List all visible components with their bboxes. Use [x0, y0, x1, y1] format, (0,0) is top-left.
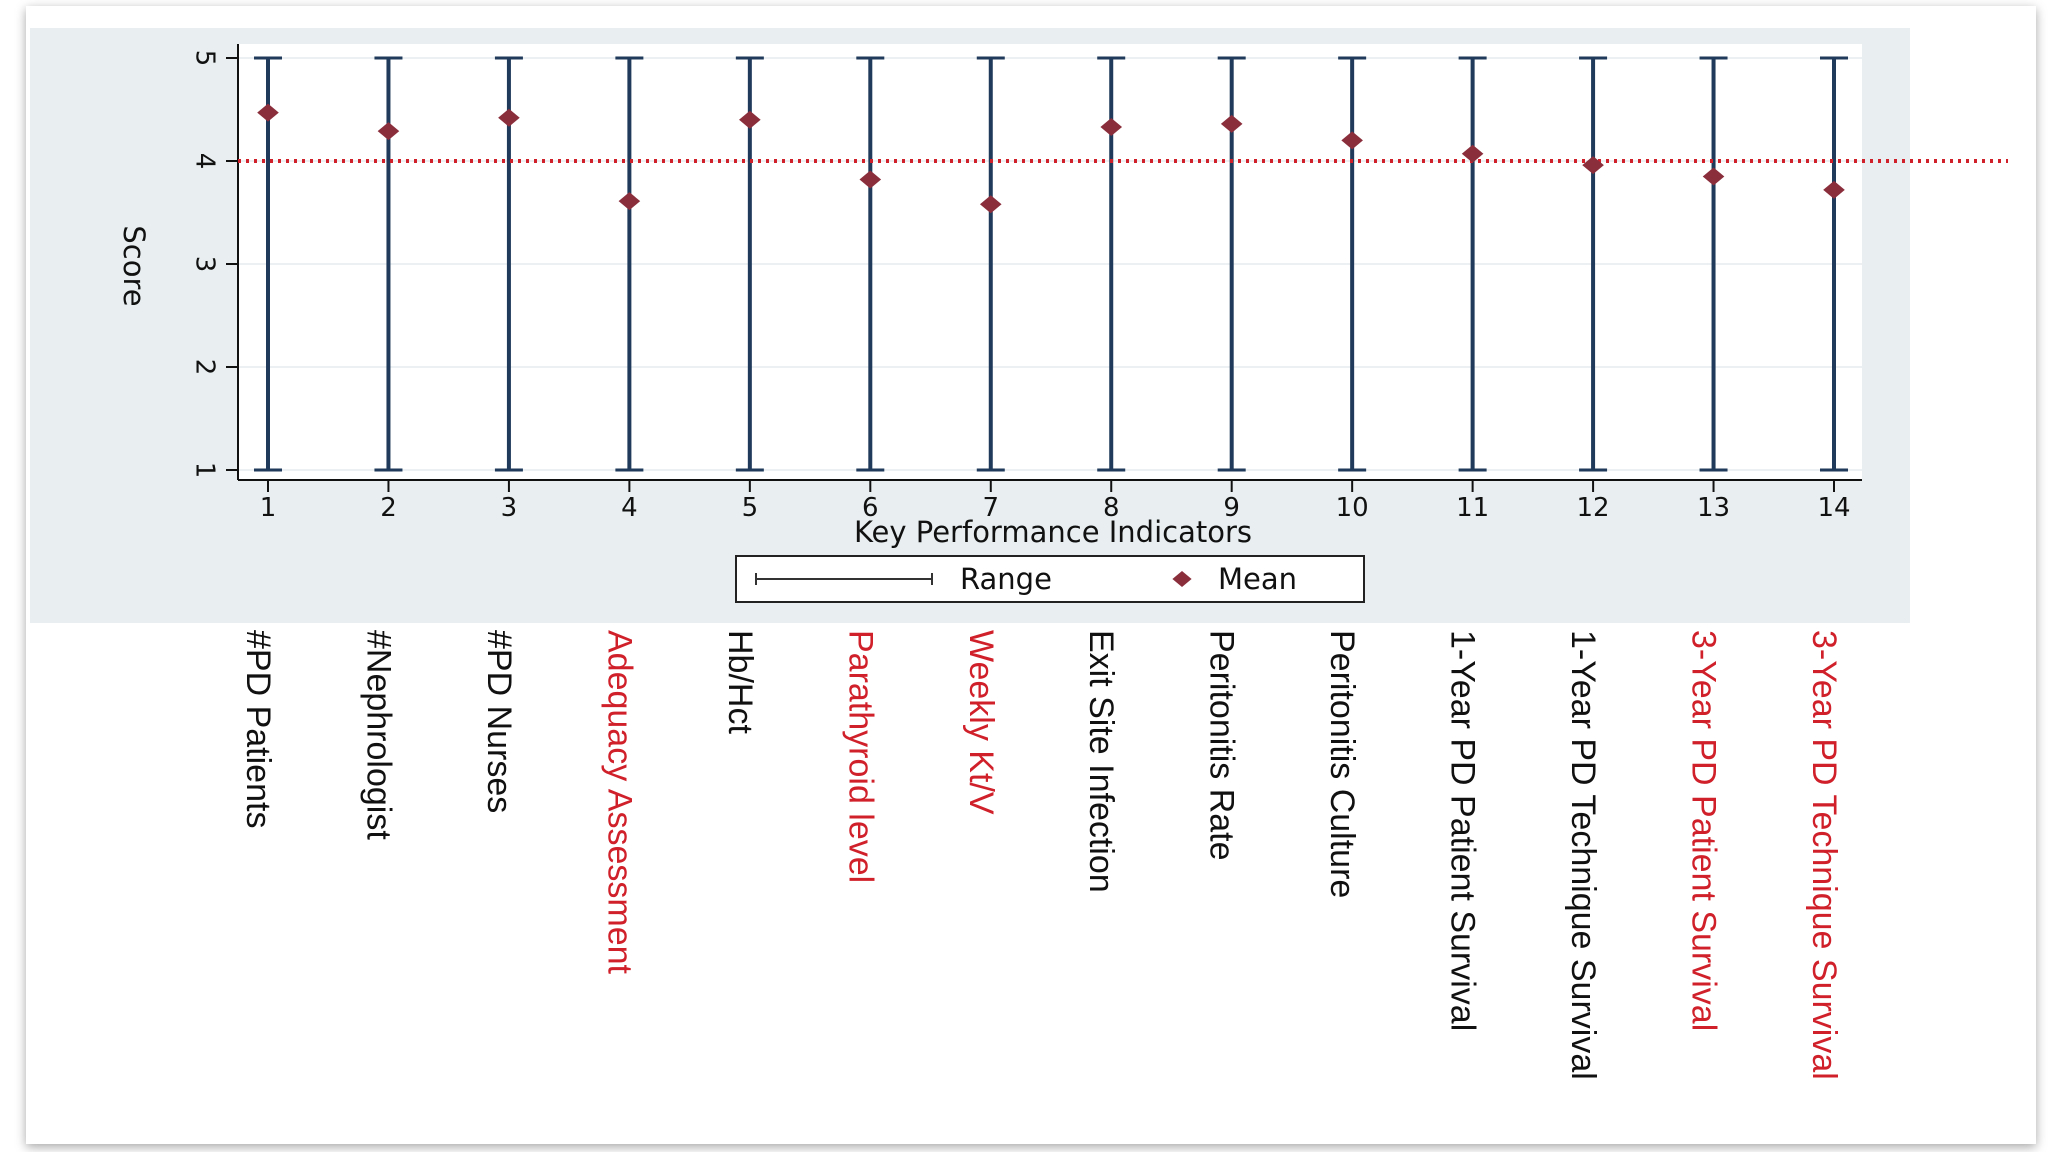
category-label-14: 3-Year PD Technique Survival: [1805, 630, 1843, 1080]
x-tick-label-1: 1: [260, 493, 277, 523]
category-label-8: Exit Site Infection: [1082, 630, 1120, 893]
mean-marker-1: [257, 103, 279, 122]
category-label-12: 1-Year PD Technique Survival: [1564, 630, 1602, 1080]
mean-marker-11: [1461, 144, 1484, 163]
legend-mean-label: Mean: [1218, 562, 1297, 596]
x-tick-label-7: 7: [982, 493, 999, 523]
mean-marker-7: [979, 195, 1002, 214]
x-tick-label-6: 6: [862, 493, 879, 523]
category-label-7: Weekly Kt/V: [962, 630, 1000, 815]
category-label-10: Peritonitis Culture: [1323, 630, 1361, 898]
x-tick-label-2: 2: [380, 493, 397, 523]
category-label-11: 1-Year PD Patient Survival: [1444, 630, 1482, 1031]
category-label-5: Hb/Hct: [721, 630, 759, 734]
mean-marker-2: [377, 122, 400, 141]
x-axis-title: Key Performance Indicators: [854, 515, 1252, 549]
mean-marker-8: [1100, 118, 1123, 137]
mean-marker-4: [618, 192, 641, 211]
category-label-9: Peritonitis Rate: [1203, 630, 1241, 861]
mean-marker-13: [1702, 167, 1725, 186]
x-tick-label-4: 4: [621, 493, 638, 523]
category-label-13: 3-Year PD Patient Survival: [1685, 630, 1723, 1031]
x-tick-label-10: 10: [1336, 493, 1369, 523]
y-tick-label-5: 5: [190, 50, 220, 67]
category-label-3: #PD Nurses: [480, 630, 518, 813]
category-label-4: Adequacy Assessment: [600, 630, 638, 975]
mean-marker-6: [859, 170, 882, 189]
x-tick-label-11: 11: [1456, 493, 1489, 523]
mean-marker-12: [1582, 156, 1604, 175]
y-tick-label-1: 1: [190, 462, 220, 479]
mean-marker-5: [739, 110, 761, 129]
plot-region: [238, 44, 1862, 480]
x-tick-label-3: 3: [501, 493, 518, 523]
x-tick-label-13: 13: [1697, 493, 1730, 523]
mean-marker-9: [1220, 114, 1243, 133]
x-tick-label-14: 14: [1817, 493, 1850, 523]
x-tick-label-5: 5: [742, 493, 759, 523]
y-tick-label-4: 4: [190, 153, 220, 170]
mean-marker-10: [1341, 131, 1363, 150]
mean-marker-14: [1823, 180, 1845, 199]
category-label-2: #Nephrologist: [359, 630, 397, 840]
category-label-6: Parathyroid level: [841, 630, 879, 883]
legend-mean-swatch: [1172, 571, 1192, 587]
y-tick-label-2: 2: [190, 359, 220, 376]
x-tick-label-8: 8: [1103, 493, 1120, 523]
category-label-1: #PD Patients: [239, 630, 277, 828]
x-tick-label-9: 9: [1223, 493, 1240, 523]
y-axis-title: Score: [117, 225, 151, 306]
legend-range-label: Range: [960, 562, 1052, 596]
y-tick-label-3: 3: [190, 256, 220, 273]
x-tick-label-12: 12: [1577, 493, 1610, 523]
mean-marker-3: [498, 108, 520, 127]
